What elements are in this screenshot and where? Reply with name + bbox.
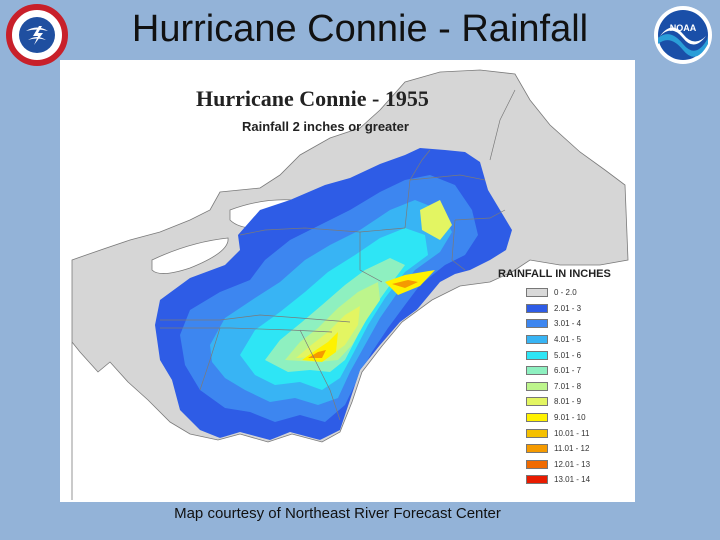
rain-11-12in <box>308 350 326 358</box>
rainfall-shading <box>155 148 512 442</box>
legend-swatch <box>526 413 548 423</box>
map-credit-caption: Map courtesy of Northeast River Forecast… <box>174 505 501 522</box>
legend-item: 4.01 - 5 <box>498 332 628 348</box>
map-title: Hurricane Connie - 1955 <box>196 86 429 111</box>
legend-item: 12.01 - 13 <box>498 457 628 473</box>
legend-swatch <box>526 381 548 391</box>
legend-label: 8.01 - 9 <box>554 397 582 407</box>
legend-swatch <box>526 303 548 313</box>
legend-item: 5.01 - 6 <box>498 347 628 363</box>
legend-swatch <box>526 288 548 298</box>
map-canvas <box>60 60 635 502</box>
map-subtitle: Rainfall 2 inches or greater <box>242 119 409 134</box>
rainfall-legend: RAINFALL IN INCHES 0 - 2.0 2.01 - 3 3.01 -… <box>498 268 628 488</box>
rain-long-island-peak <box>392 280 418 288</box>
rain-9-10in <box>302 332 338 362</box>
legend-title: RAINFALL IN INCHES <box>498 268 611 280</box>
legend-label: 0 - 2.0 <box>554 288 577 298</box>
nws-logo-icon <box>6 4 68 66</box>
nws-logo <box>6 4 68 66</box>
legend-swatch <box>526 444 548 454</box>
legend-item: 8.01 - 9 <box>498 394 628 410</box>
legend-label: 7.01 - 8 <box>554 381 582 391</box>
legend-label: 10.01 - 11 <box>554 428 590 438</box>
rain-7-8in <box>285 282 380 362</box>
lake-erie <box>151 237 229 274</box>
legend-label: 9.01 - 10 <box>554 413 586 423</box>
legend-label: 13.01 - 14 <box>554 475 591 485</box>
slide-title: Hurricane Connie - Rainfall <box>131 8 589 50</box>
legend-item: 13.01 - 14 <box>498 472 628 488</box>
legend-item: 2.01 - 3 <box>498 301 628 317</box>
rain-southern-new-england <box>420 200 452 240</box>
legend-label: 6.01 - 7 <box>554 366 582 376</box>
legend-swatch <box>526 475 548 485</box>
legend-rows: 0 - 2.0 2.01 - 3 3.01 - 4 4.01 - 5 5.01 - 6 6… <box>498 285 628 488</box>
legend-item: 7.01 - 8 <box>498 379 628 395</box>
legend-swatch <box>526 397 548 407</box>
legend-item: 10.01 - 11 <box>498 425 628 441</box>
noaa-logo-text: NOAA <box>670 23 697 33</box>
legend-swatch <box>526 459 548 469</box>
legend-swatch <box>526 350 548 360</box>
legend-item: 6.01 - 7 <box>498 363 628 379</box>
state-borders <box>160 89 516 421</box>
legend-item: 3.01 - 4 <box>498 316 628 332</box>
legend-swatch <box>526 428 548 438</box>
legend-swatch <box>526 366 548 376</box>
legend-item: 11.01 - 12 <box>498 441 628 457</box>
legend-item: 9.01 - 10 <box>498 410 628 426</box>
legend-item: 0 - 2.0 <box>498 285 628 301</box>
noaa-logo-icon: NOAA <box>654 6 712 64</box>
legend-swatch <box>526 335 548 345</box>
rainfall-map: Hurricane Connie - 1955 Rainfall 2 inche… <box>60 60 635 502</box>
legend-swatch <box>526 319 548 329</box>
legend-label: 4.01 - 5 <box>554 335 582 345</box>
noaa-logo: NOAA <box>652 4 714 66</box>
legend-label: 3.01 - 4 <box>554 319 582 329</box>
legend-label: 5.01 - 6 <box>554 350 582 360</box>
legend-label: 12.01 - 13 <box>554 459 591 469</box>
legend-label: 2.01 - 3 <box>554 303 582 313</box>
legend-label: 11.01 - 12 <box>554 444 590 454</box>
